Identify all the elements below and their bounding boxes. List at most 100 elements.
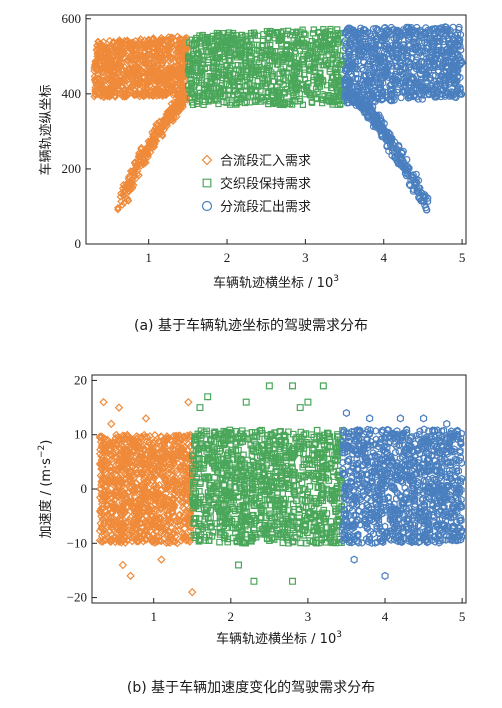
chart-a-point [99, 93, 108, 102]
chart-a-point [129, 181, 138, 189]
chart-a-point [117, 76, 126, 85]
chart-a-point [159, 90, 167, 99]
chart-a-legend-label: 合流段汇入需求 [220, 154, 311, 169]
chart-a-point [179, 102, 187, 111]
chart-a-point [114, 203, 122, 212]
chart-a-y-tick-label: 0 [75, 236, 82, 251]
chart-a-point [127, 180, 136, 189]
chart-a-point [166, 108, 175, 117]
chart-a-point [140, 157, 149, 165]
chart-a-point [111, 46, 119, 55]
chart-a-point [97, 65, 105, 74]
chart-a-point [147, 82, 156, 91]
chart-a-point [105, 67, 113, 75]
chart-a-point [108, 79, 117, 88]
chart-a-point [158, 43, 167, 52]
chart-a-point [119, 82, 127, 91]
chart-a-point [116, 38, 125, 47]
chart-b-point [313, 426, 321, 434]
chart-a-point [159, 56, 168, 65]
chart-a-point [114, 78, 123, 87]
chart-a-point [144, 77, 153, 85]
chart-a-point [94, 37, 103, 46]
chart-a-point [114, 86, 123, 94]
chart-b-outlier-point [118, 560, 128, 570]
chart-a-point [173, 105, 181, 114]
chart-a-point [167, 38, 176, 47]
chart-a-point [265, 100, 272, 108]
chart-a-point [167, 34, 176, 43]
chart-a-point [122, 91, 131, 99]
chart-a-point [122, 67, 131, 76]
chart-a-point [173, 40, 181, 49]
chart-a-point [135, 59, 143, 67]
chart-a-point [172, 112, 181, 121]
chart-a-point [174, 80, 183, 89]
chart-b-outlier-point [107, 419, 116, 429]
chart-b-outlier-point [187, 587, 197, 597]
chart-a-point [293, 93, 300, 100]
chart-a-x-tick-label: 3 [302, 250, 309, 265]
chart-a-point [254, 32, 262, 39]
chart-a-point [108, 76, 117, 84]
chart-a-point [120, 199, 128, 207]
chart-a-point [125, 38, 134, 47]
chart-a-point [124, 90, 133, 99]
chart-a-point [150, 37, 159, 46]
chart-a-point [118, 48, 127, 57]
chart-a-point [152, 86, 161, 94]
chart-a-point [153, 61, 162, 69]
chart-a-point [145, 50, 154, 59]
chart-a-point [127, 59, 136, 68]
chart-a-point [102, 44, 111, 53]
chart-a-point [177, 35, 186, 44]
chart-a-point [152, 120, 160, 129]
chart-b-outlier-point [126, 571, 135, 581]
chart-a-point [179, 62, 187, 71]
chart-a-point [164, 45, 173, 53]
chart-a-y-tick-label: 600 [62, 11, 82, 26]
chart-a-point [107, 87, 116, 95]
chart-a-x-tick-label: 5 [459, 250, 466, 265]
chart-a-points [90, 23, 466, 214]
chart-a-point [397, 94, 405, 102]
chart-a-legend-label: 分流段汇出需求 [220, 200, 311, 215]
chart-a-x-label: 车辆轨迹横坐标 / 103 [213, 274, 339, 291]
chart-a-point [158, 130, 167, 139]
chart-a-point [133, 167, 142, 175]
chart-a-point [158, 59, 167, 68]
chart-b-outlier-point [184, 397, 193, 407]
chart-a-point [100, 76, 109, 84]
chart-a-point [109, 67, 118, 76]
chart-a-point [113, 64, 122, 73]
chart-a-point [171, 104, 179, 113]
chart-a-x-tick-label: 2 [224, 250, 231, 265]
chart-b-outlier-point [141, 414, 151, 423]
chart-a-point [131, 164, 140, 173]
chart-a-point [100, 43, 109, 52]
chart-a-point [129, 48, 138, 57]
chart-a-point [138, 150, 147, 159]
chart-a-point [119, 46, 128, 55]
chart-a-point [168, 79, 176, 88]
chart-a-point [130, 81, 139, 90]
chart-a-point [124, 187, 133, 196]
chart-b-outlier-point [99, 397, 108, 407]
chart-a-point [174, 60, 183, 69]
chart-a-y-label: 车辆轨迹纵坐标 [38, 84, 54, 175]
chart-a-point [126, 54, 135, 63]
chart-a-point [132, 174, 140, 183]
chart-a-point [135, 85, 144, 93]
chart-a-point [171, 70, 179, 79]
chart-a-point [175, 41, 184, 50]
chart-a-point [139, 72, 148, 81]
chart-a-point [176, 102, 185, 111]
chart-a-point [94, 90, 102, 99]
chart-a-point [116, 192, 125, 201]
chart-a-x-tick-label: 4 [380, 250, 387, 265]
chart-a-point [183, 96, 192, 104]
chart-a-point [153, 64, 161, 72]
